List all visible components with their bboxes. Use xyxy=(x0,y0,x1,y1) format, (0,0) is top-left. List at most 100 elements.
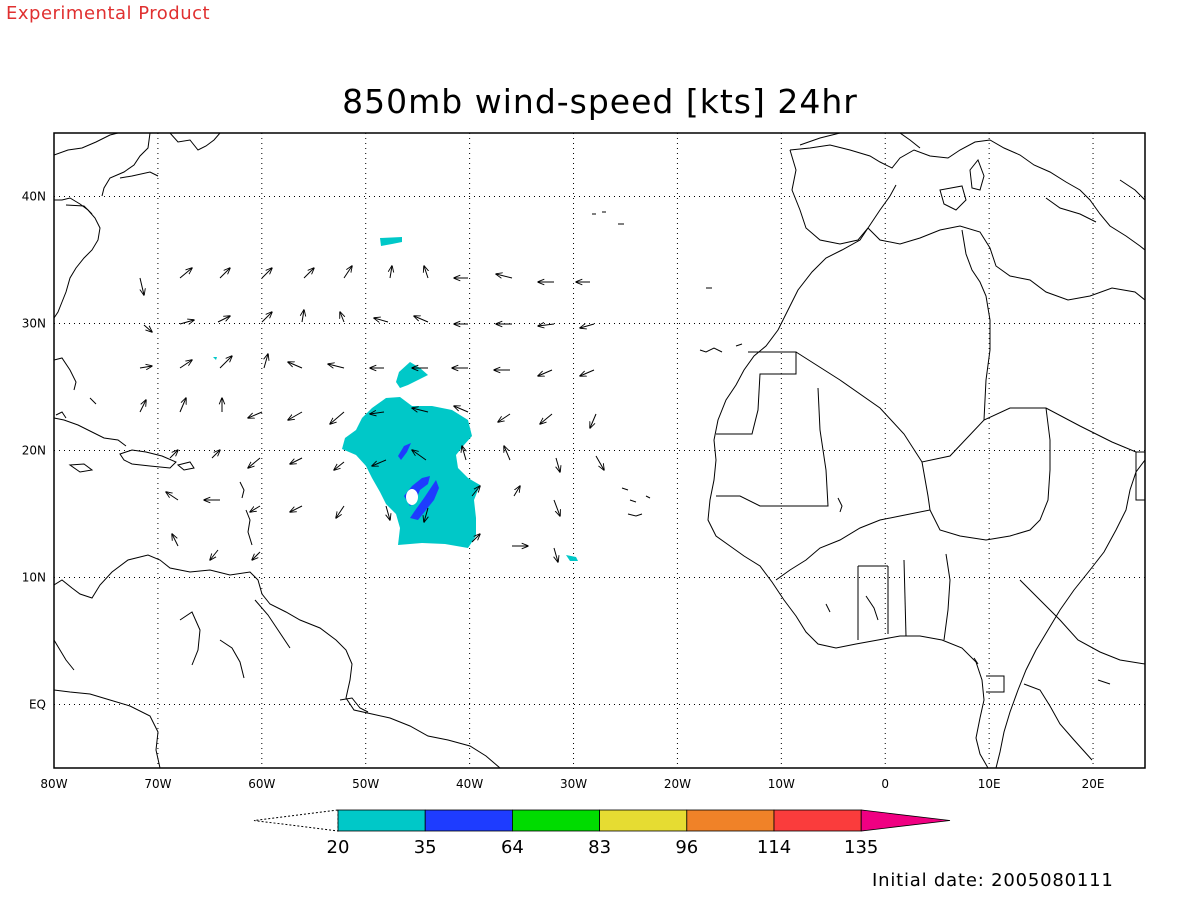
lon-tick-label: 50W xyxy=(352,777,379,791)
wind-vector xyxy=(217,316,230,323)
colorbar-left-triangle xyxy=(253,809,339,832)
wind-vector xyxy=(386,505,390,520)
colorbar-threshold-label: 114 xyxy=(757,837,791,858)
wind-vector xyxy=(471,534,480,543)
wind-vector xyxy=(590,413,597,428)
wind-shading-20-35 xyxy=(213,237,578,561)
wind-vector xyxy=(340,312,344,323)
lon-tick-label: 20W xyxy=(664,777,691,791)
wind-vector xyxy=(556,457,560,472)
wind-vector xyxy=(462,446,466,461)
wind-vector xyxy=(169,450,178,459)
colorbar-right-triangle xyxy=(860,809,951,832)
lat-tick-label: 10N xyxy=(22,571,46,585)
wind-vector xyxy=(261,268,272,279)
lon-tick-label: 20E xyxy=(1082,777,1105,791)
colorbar-threshold-label: 135 xyxy=(844,837,878,858)
colorbar-threshold-label: 35 xyxy=(414,837,437,858)
wind-vector xyxy=(210,549,219,560)
experimental-product-label: Experimental Product xyxy=(6,3,211,24)
lat-tick-label: 40N xyxy=(22,190,46,204)
colorbar-swatch xyxy=(599,809,688,832)
wind-vector xyxy=(330,411,345,424)
wind-vector xyxy=(424,266,428,279)
colorbar-swatch xyxy=(337,809,426,832)
wind-vector xyxy=(179,398,186,413)
map-frame xyxy=(53,132,1146,769)
colorbar-swatch xyxy=(773,809,862,832)
lon-tick-label: 30W xyxy=(560,777,587,791)
lon-tick-label: 0 xyxy=(881,777,889,791)
wind-vector xyxy=(370,412,385,414)
colorbar-threshold-label: 20 xyxy=(327,837,350,858)
wind-vector xyxy=(504,446,511,461)
wind-vector xyxy=(424,507,428,522)
wind-vector xyxy=(580,369,595,376)
wind-vector xyxy=(554,547,558,562)
wind-vector xyxy=(288,411,303,420)
colorbar: 20 35 64 83 96 114 135 xyxy=(253,809,951,858)
wind-vector xyxy=(343,266,352,279)
wind-vector xyxy=(140,277,144,295)
colorbar-swatch xyxy=(424,809,513,832)
wind-vector xyxy=(412,450,427,461)
lon-tick-label: 10E xyxy=(978,777,1001,791)
lon-tick-label: 80W xyxy=(40,777,67,791)
wind-vector xyxy=(179,268,192,279)
wind-vector xyxy=(553,499,560,516)
colorbar-swatch xyxy=(686,809,775,832)
initial-date: Initial date: 2005080111 xyxy=(872,870,1114,891)
wind-vector xyxy=(166,492,179,501)
wind-vector xyxy=(538,369,553,376)
wind-vector xyxy=(334,461,345,470)
wind-vector xyxy=(336,505,345,518)
lon-tick-label: 60W xyxy=(248,777,275,791)
lat-tick-label: EQ xyxy=(29,698,46,712)
wind-vector xyxy=(261,312,272,323)
longitude-tick-labels: 80W 70W 60W 50W 40W 30W 20W 10W 0 10E 20E xyxy=(40,777,1104,791)
wind-vector xyxy=(595,455,604,470)
wind-vector xyxy=(414,316,429,323)
colorbar-threshold-label: 64 xyxy=(501,837,524,858)
wind-vector xyxy=(513,486,520,497)
wind-vector xyxy=(498,413,511,422)
wind-vector xyxy=(412,408,429,412)
wind-vector xyxy=(372,459,387,466)
wind-vector xyxy=(303,268,314,279)
lon-tick-label: 70W xyxy=(144,777,171,791)
wind-vector xyxy=(538,324,555,326)
wind-vector xyxy=(211,450,220,459)
wind-vector xyxy=(540,413,553,424)
map-title: 850mb wind-speed [kts] 24hr xyxy=(342,82,858,121)
wind-vector xyxy=(288,362,303,369)
wind-vector xyxy=(139,366,152,368)
wind-vector xyxy=(252,551,261,560)
colorbar-threshold-label: 96 xyxy=(675,837,698,858)
wind-vector xyxy=(290,457,303,464)
wind-vector xyxy=(390,266,392,279)
storm-eye xyxy=(406,489,418,505)
coastlines xyxy=(54,133,1145,768)
wind-vector xyxy=(143,324,152,332)
wind-vector xyxy=(328,364,345,368)
wind-vector xyxy=(248,457,261,468)
wind-vector xyxy=(179,320,194,324)
wind-vectors xyxy=(140,266,604,562)
wind-vector xyxy=(250,505,261,512)
latitude-tick-labels: 40N 30N 20N 10N EQ xyxy=(22,190,46,712)
wind-vector xyxy=(264,354,268,369)
lon-tick-label: 40W xyxy=(456,777,483,791)
wind-vector xyxy=(580,324,595,328)
wind-vector xyxy=(374,318,389,322)
wind-vector xyxy=(302,310,304,323)
colorbar-threshold-label: 83 xyxy=(588,837,611,858)
wind-vector xyxy=(248,411,263,418)
lon-tick-label: 10W xyxy=(768,777,795,791)
wind-vector xyxy=(179,360,192,369)
wind-vector xyxy=(471,486,480,497)
wind-vector xyxy=(290,505,303,512)
wind-vector xyxy=(219,356,232,369)
colorbar-swatch xyxy=(512,809,601,832)
map-gridlines xyxy=(54,133,1145,768)
